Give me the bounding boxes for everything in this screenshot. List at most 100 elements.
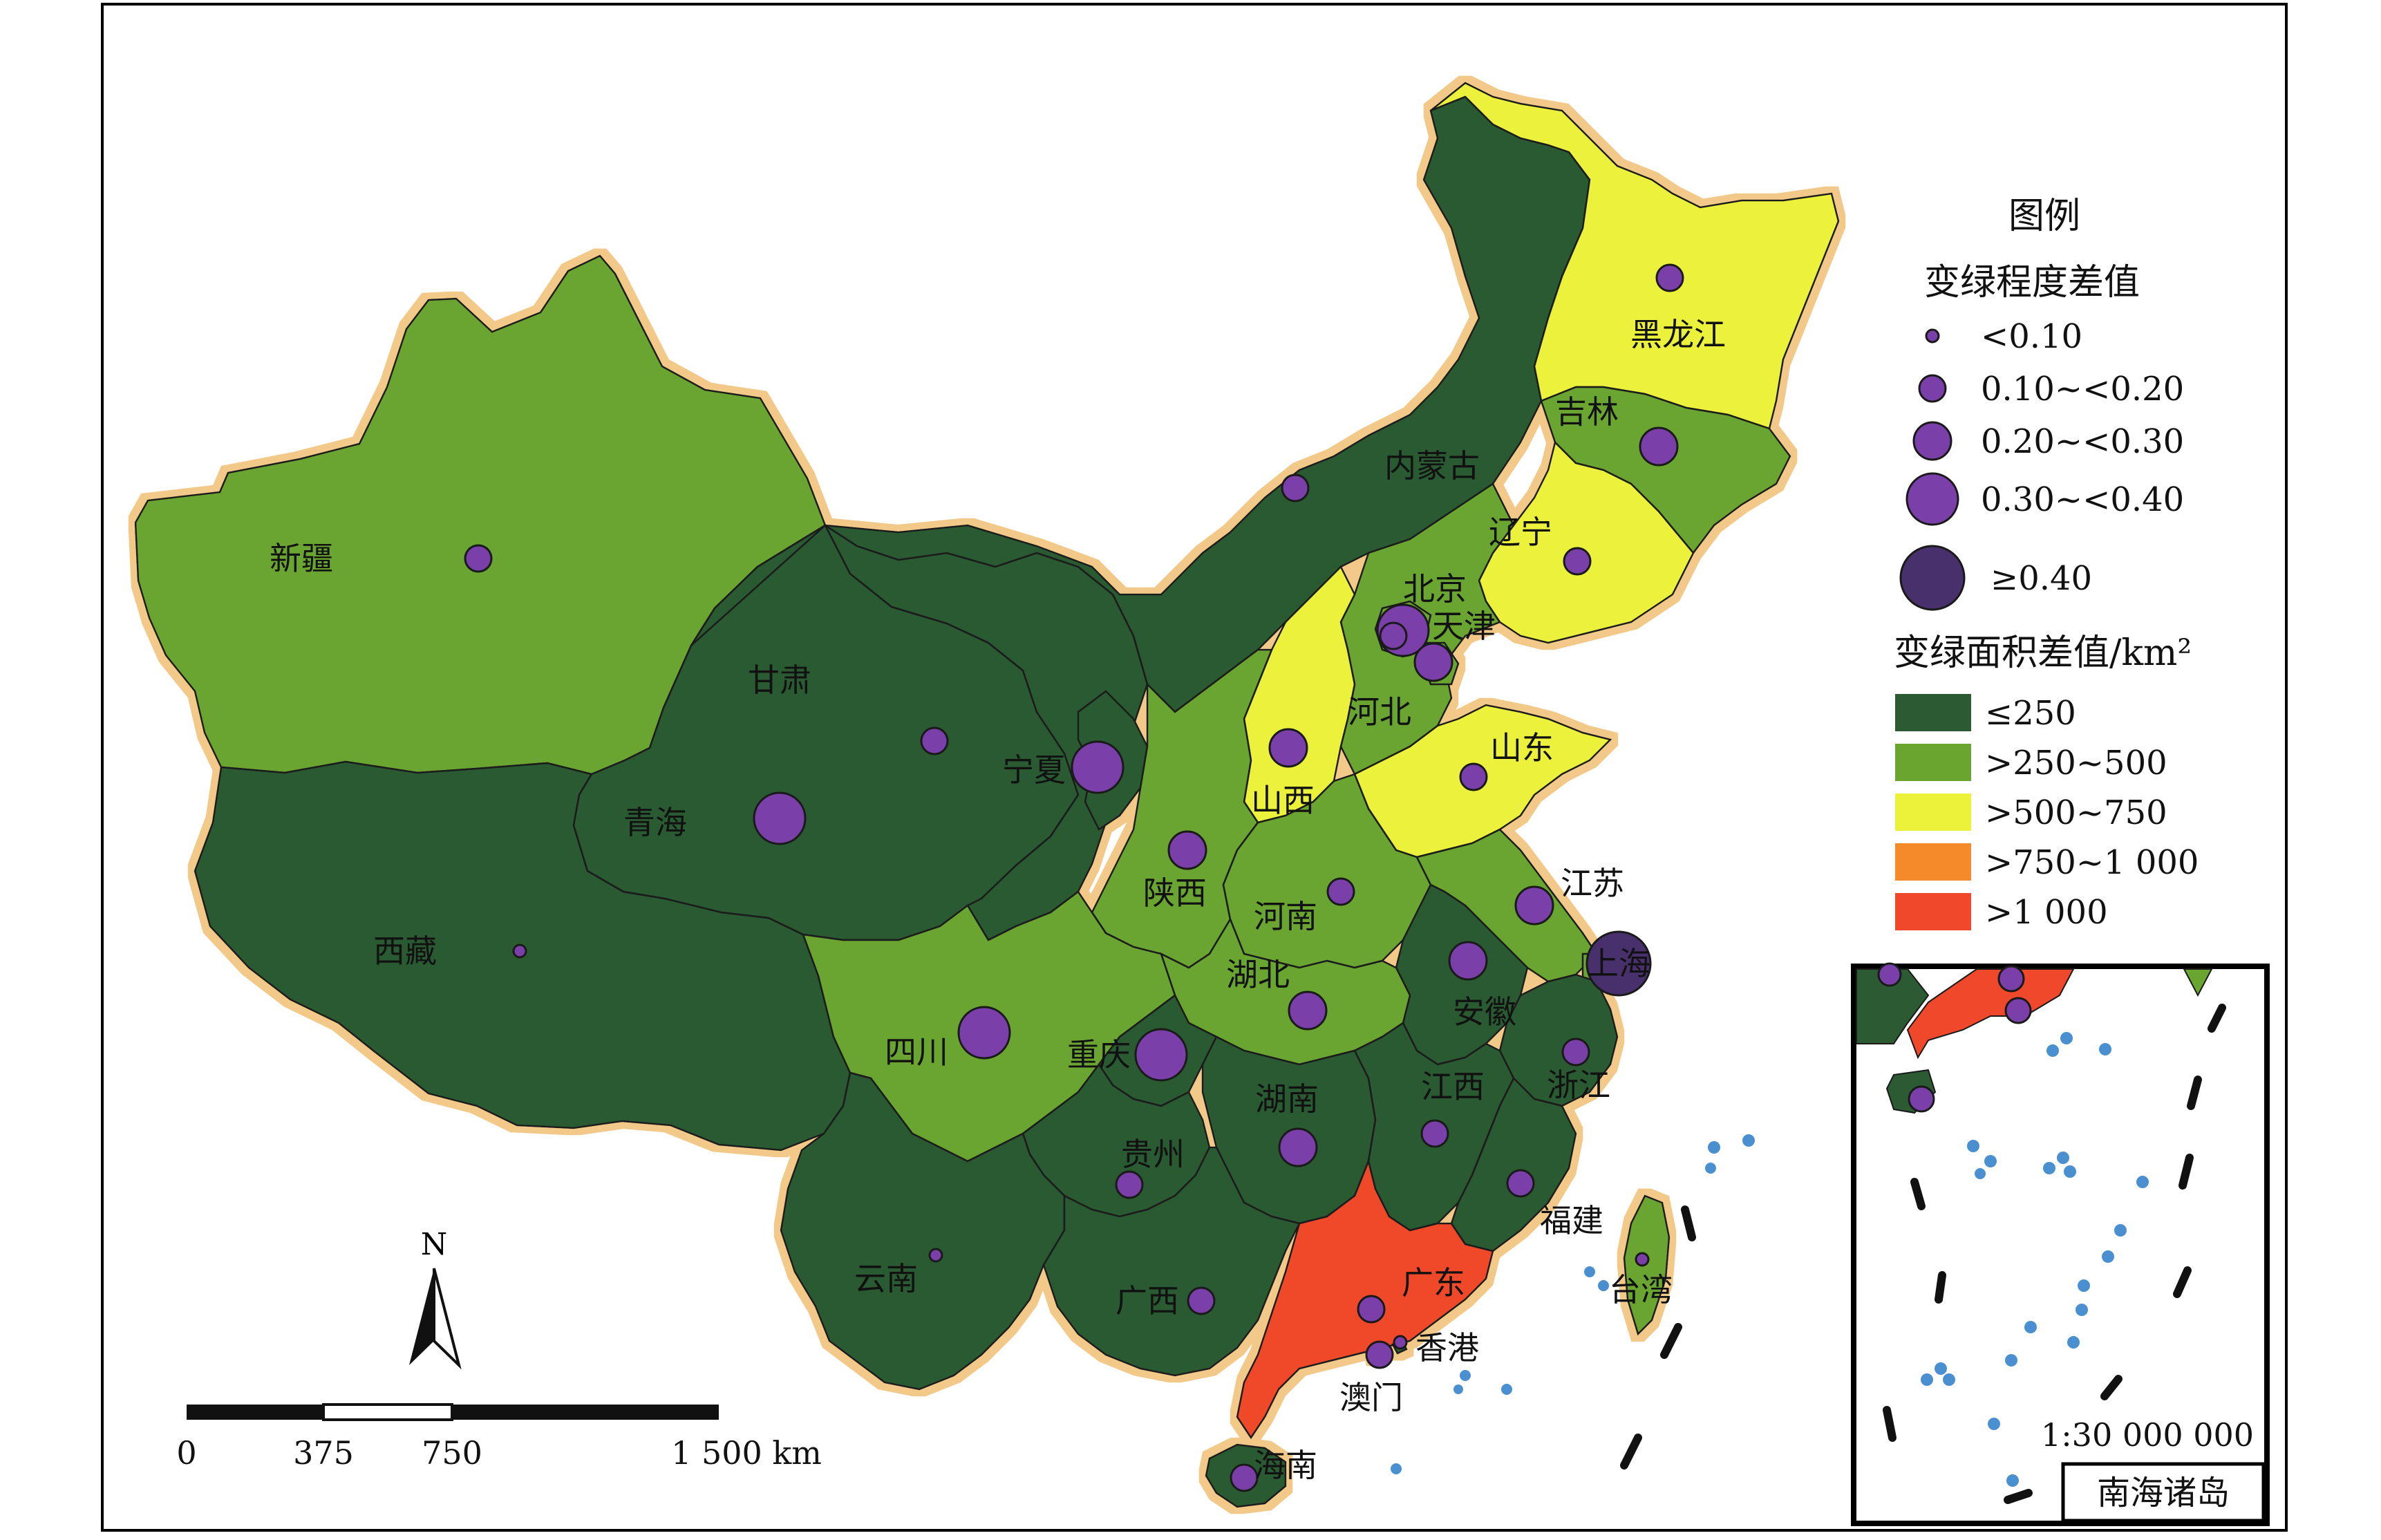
circle-28 — [1187, 1286, 1216, 1315]
province-label-28: 广西 — [1116, 1282, 1179, 1320]
province-label-11: 山西 — [1251, 782, 1315, 819]
circle-22 — [1561, 1037, 1590, 1067]
legend-swatch-4 — [1895, 893, 1971, 930]
province-label-2: 青海 — [623, 804, 687, 841]
province-label-18: 安徽 — [1453, 993, 1516, 1031]
province-label-24: 江西 — [1421, 1068, 1485, 1105]
circle-1 — [512, 943, 527, 959]
province-label-1: 西藏 — [373, 932, 437, 970]
province-label-33: 海南 — [1254, 1447, 1317, 1484]
legend-swatch-label-0: ≤250 — [1985, 694, 2076, 733]
scale-tick-2: 750 — [422, 1434, 482, 1472]
province-label-9: 天津 — [1432, 608, 1496, 645]
province-label-14: 陕西 — [1143, 874, 1207, 912]
circle-14 — [1167, 830, 1207, 870]
legend-swatch-label-4: >1 000 — [1985, 893, 2108, 932]
province-label-23: 湖南 — [1255, 1080, 1319, 1118]
circle-19 — [1288, 990, 1328, 1031]
legend-swatch-label-3: >750~1 000 — [1985, 843, 2199, 882]
inset-scale: 1:30 000 000 — [2041, 1416, 2254, 1454]
circle-25 — [1115, 1170, 1144, 1199]
provinces-layer — [134, 82, 1840, 1508]
province-label-29: 广东 — [1402, 1264, 1465, 1302]
legend-title: 图例 — [2008, 196, 2080, 237]
province-label-16: 江苏 — [1561, 865, 1624, 902]
circle-11 — [1268, 728, 1308, 768]
province-label-31: 香港 — [1415, 1329, 1479, 1367]
legend-circle-label-1: 0.10~<0.20 — [1981, 370, 2184, 409]
inset-frame — [1851, 964, 2270, 1526]
legend-swatch-2 — [1895, 794, 1971, 831]
legend-area-items: ≤250 >250~500 >500~750 >750~1 000 >1 000 — [1895, 694, 2199, 932]
province-guangxi — [1042, 1146, 1301, 1377]
circle-12 — [1459, 762, 1488, 791]
province-label-32: 澳门 — [1339, 1379, 1403, 1416]
province-label-27: 云南 — [854, 1260, 918, 1297]
province-label-3: 甘肃 — [748, 661, 811, 699]
circle-5 — [1655, 263, 1684, 292]
legend-circle-items: <0.10 0.10~<0.20 0.20~<0.30 0.30~<0.40 ≥0.40 — [1899, 317, 2184, 611]
province-label-19: 湖北 — [1226, 956, 1290, 993]
province-label-5: 黑龙江 — [1630, 316, 1726, 353]
scale-bar: 0 375 750 1 500 km — [176, 1403, 822, 1472]
scale-tick-0: 0 — [176, 1434, 196, 1472]
legend-swatch-1 — [1895, 744, 1971, 781]
map-frame — [101, 3, 2288, 1532]
legend-circle-4 — [1899, 545, 1966, 611]
legend-swatch-3 — [1895, 843, 1971, 881]
circle-15 — [1326, 877, 1355, 906]
province-label-22: 浙江 — [1547, 1067, 1610, 1104]
province-label-25: 贵州 — [1121, 1136, 1185, 1173]
legend-area-title: 变绿面积差值/km² — [1894, 632, 2192, 674]
circle-21 — [1134, 1028, 1188, 1082]
legend-circle-3 — [1905, 472, 1959, 526]
greening-degree-circles — [464, 263, 1684, 1492]
province-label-21: 重庆 — [1067, 1036, 1131, 1073]
legend-circle-label-4: ≥0.40 — [1991, 559, 2092, 598]
circle-7 — [1563, 547, 1592, 576]
scale-tick-3: 1 500 km — [671, 1434, 822, 1472]
circle-23 — [1278, 1127, 1318, 1167]
circle-4 — [1281, 473, 1310, 503]
province-label-6: 吉林 — [1555, 393, 1619, 431]
legend-circle-label-2: 0.20~<0.30 — [1981, 422, 2184, 461]
north-arrow: N — [409, 1227, 462, 1370]
legend: 图例 变绿程度差值 <0.10 0.10~<0.20 0.20~<0.30 0.30~… — [1894, 196, 2199, 932]
circle-0 — [464, 544, 493, 573]
circle-16 — [1514, 885, 1554, 926]
circle-17 — [1585, 930, 1652, 997]
circle-27 — [928, 1248, 943, 1263]
circle-2 — [753, 791, 807, 845]
province-label-10: 河北 — [1348, 693, 1411, 731]
legend-circle-0 — [1925, 328, 1940, 344]
circle-3 — [920, 726, 949, 755]
province-label-15: 河南 — [1254, 898, 1317, 935]
circle-33 — [1230, 1463, 1259, 1492]
circle-20 — [957, 1006, 1011, 1060]
legend-circle-label-3: 0.30~<0.40 — [1981, 480, 2184, 519]
legend-circle-2 — [1912, 421, 1952, 461]
circle-10 — [1379, 621, 1408, 650]
circle-18 — [1448, 941, 1488, 981]
province-label-4: 内蒙古 — [1384, 447, 1480, 485]
circle-29 — [1357, 1295, 1386, 1324]
north-arrow-icon — [409, 1268, 434, 1365]
circle-30 — [1635, 1252, 1650, 1267]
legend-swatch-label-2: >500~750 — [1985, 794, 2167, 832]
circle-32 — [1365, 1340, 1394, 1369]
circle-24 — [1420, 1119, 1449, 1148]
province-label-7: 辽宁 — [1489, 514, 1552, 551]
legend-circle-title: 变绿程度差值 — [1924, 262, 2140, 303]
sea-islands — [1391, 1134, 1755, 1474]
province-heilongjiang — [1430, 82, 1840, 430]
legend-swatch-0 — [1895, 694, 1971, 731]
nine-dash-line — [1620, 1205, 1696, 1469]
circle-13 — [1071, 740, 1124, 794]
province-label-26: 福建 — [1540, 1202, 1603, 1239]
inset-south-china-sea: 1:30 000 000 南海诸岛 — [1851, 962, 2270, 1526]
province-label-12: 山东 — [1490, 729, 1554, 767]
province-label-13: 宁夏 — [1002, 751, 1066, 789]
